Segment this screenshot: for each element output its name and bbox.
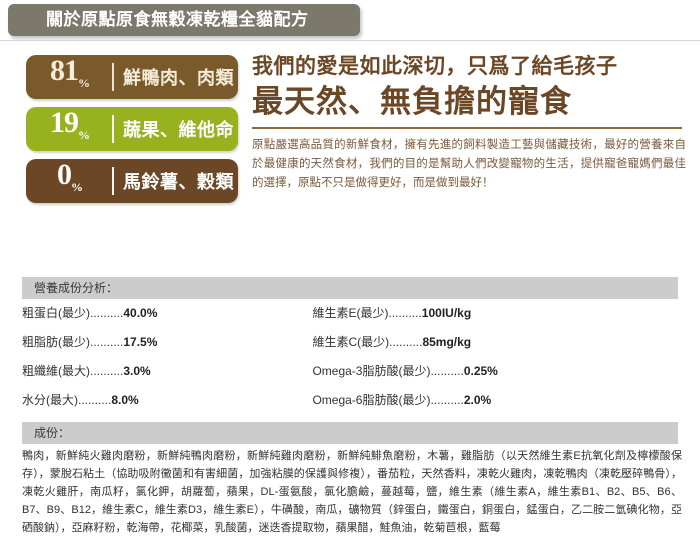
ingredients-text: 鴨肉，新鮮純火雞肉磨粉，新鮮純鴨肉磨粉，新鮮純雞肉磨粉，新鮮純鯡魚磨粉，木薯，雞…	[22, 450, 682, 534]
nutrition-column-right: 維生素E(最少)..........100IU/kg 維生素C(最少).....…	[312, 299, 672, 415]
nutrition-row: 粗蛋白(最少)..........40.0%	[22, 299, 308, 328]
badge-divider	[112, 167, 114, 195]
badge-label: 鮮鴨肉、肉類	[123, 68, 234, 88]
headline-line-2: 最天然、無負擔的寵食	[252, 84, 572, 119]
product-info-page: 關於原點原食無穀凍乾糧全貓配方 81% 鮮鴨肉、肉類 19% 蔬果、維他命 0%	[0, 4, 700, 534]
badge-number: 81%	[50, 54, 90, 91]
ingredients-heading: 成份：	[34, 426, 71, 440]
nutrition-value: 100IU/kg	[421, 306, 472, 320]
nutrition-label: 水分(最大)..........	[22, 393, 112, 407]
nutrition-row: 粗纖維(最大)..........3.0%	[22, 357, 308, 386]
ingredients-section-band: 成份：	[22, 422, 678, 444]
nutrition-row: 粗脂肪(最少)..........17.5%	[22, 328, 308, 357]
nutrition-row: Omega-6脂肪酸(最少)..........2.0%	[312, 386, 672, 415]
nutrition-label: 粗纖維(最大)..........	[22, 364, 124, 378]
nutrition-value: 17.5%	[123, 335, 158, 349]
nutrition-section-band: 營養成份分析：	[22, 277, 678, 299]
nutrition-label: 粗蛋白(最少)..........	[22, 306, 124, 320]
composition-badge-meat: 81% 鮮鴨肉、肉類	[26, 55, 238, 99]
badge-label: 蔬果、維他命	[123, 120, 234, 140]
nutrition-row: 維生素E(最少)..........100IU/kg	[312, 299, 672, 328]
headline-line-1: 我們的愛是如此深切，只爲了給毛孩子	[252, 55, 618, 78]
composition-badge-list: 81% 鮮鴨肉、肉類 19% 蔬果、維他命 0% 馬鈴薯、穀類	[26, 55, 242, 211]
nutrition-value: 8.0%	[111, 393, 139, 407]
hero-text-block: 我們的愛是如此深切，只爲了給毛孩子 最天然、無負擔的寵食 原點嚴選高品質的新鮮食…	[252, 53, 690, 193]
headline-divider	[252, 127, 682, 129]
nutrition-label: 維生素C(最少)..........	[312, 335, 423, 349]
nutrition-value: 0.25%	[463, 364, 498, 378]
percent-sign: %	[78, 76, 90, 90]
badge-number: 0%	[57, 158, 83, 195]
percent-sign: %	[71, 180, 83, 194]
nutrition-value: 3.0%	[123, 364, 151, 378]
percent-sign: %	[78, 128, 90, 142]
nutrition-row: Omega-3脂肪酸(最少)..........0.25%	[312, 357, 672, 386]
page-title-bar: 關於原點原食無穀凍乾糧全貓配方	[8, 4, 360, 36]
badge-divider	[112, 115, 114, 143]
nutrition-label: Omega-6脂肪酸(最少)..........	[312, 393, 464, 407]
badge-label: 馬鈴薯、穀類	[123, 172, 234, 192]
nutrition-heading: 營養成份分析：	[34, 281, 119, 295]
hero-section: 81% 鮮鴨肉、肉類 19% 蔬果、維他命 0% 馬鈴薯、穀類 我們的愛是如此深…	[0, 41, 700, 231]
composition-badge-grain: 0% 馬鈴薯、穀類	[26, 159, 238, 203]
nutrition-value: 2.0%	[463, 393, 492, 407]
nutrition-row: 維生素C(最少)..........85mg/kg	[312, 328, 672, 357]
nutrition-label: Omega-3脂肪酸(最少)..........	[312, 364, 464, 378]
nutrition-row: 水分(最大)..........8.0%	[22, 386, 308, 415]
badge-divider	[112, 63, 114, 91]
nutrition-label: 維生素E(最少)..........	[312, 306, 422, 320]
nutrition-value: 40.0%	[123, 306, 158, 320]
nutrition-value: 85mg/kg	[422, 335, 472, 349]
content-panel: 81% 鮮鴨肉、肉類 19% 蔬果、維他命 0% 馬鈴薯、穀類 我們的愛是如此深…	[0, 40, 700, 534]
badge-number: 19%	[50, 106, 90, 143]
page-title: 關於原點原食無穀凍乾糧全貓配方	[46, 10, 309, 29]
nutrition-label: 粗脂肪(最少)..........	[22, 335, 124, 349]
composition-badge-veg: 19% 蔬果、維他命	[26, 107, 238, 151]
hero-paragraph: 原點嚴選高品質的新鮮食材，擁有先進的飼料製造工藝與儲藏技術，最好的營養來自於最健…	[252, 139, 686, 189]
